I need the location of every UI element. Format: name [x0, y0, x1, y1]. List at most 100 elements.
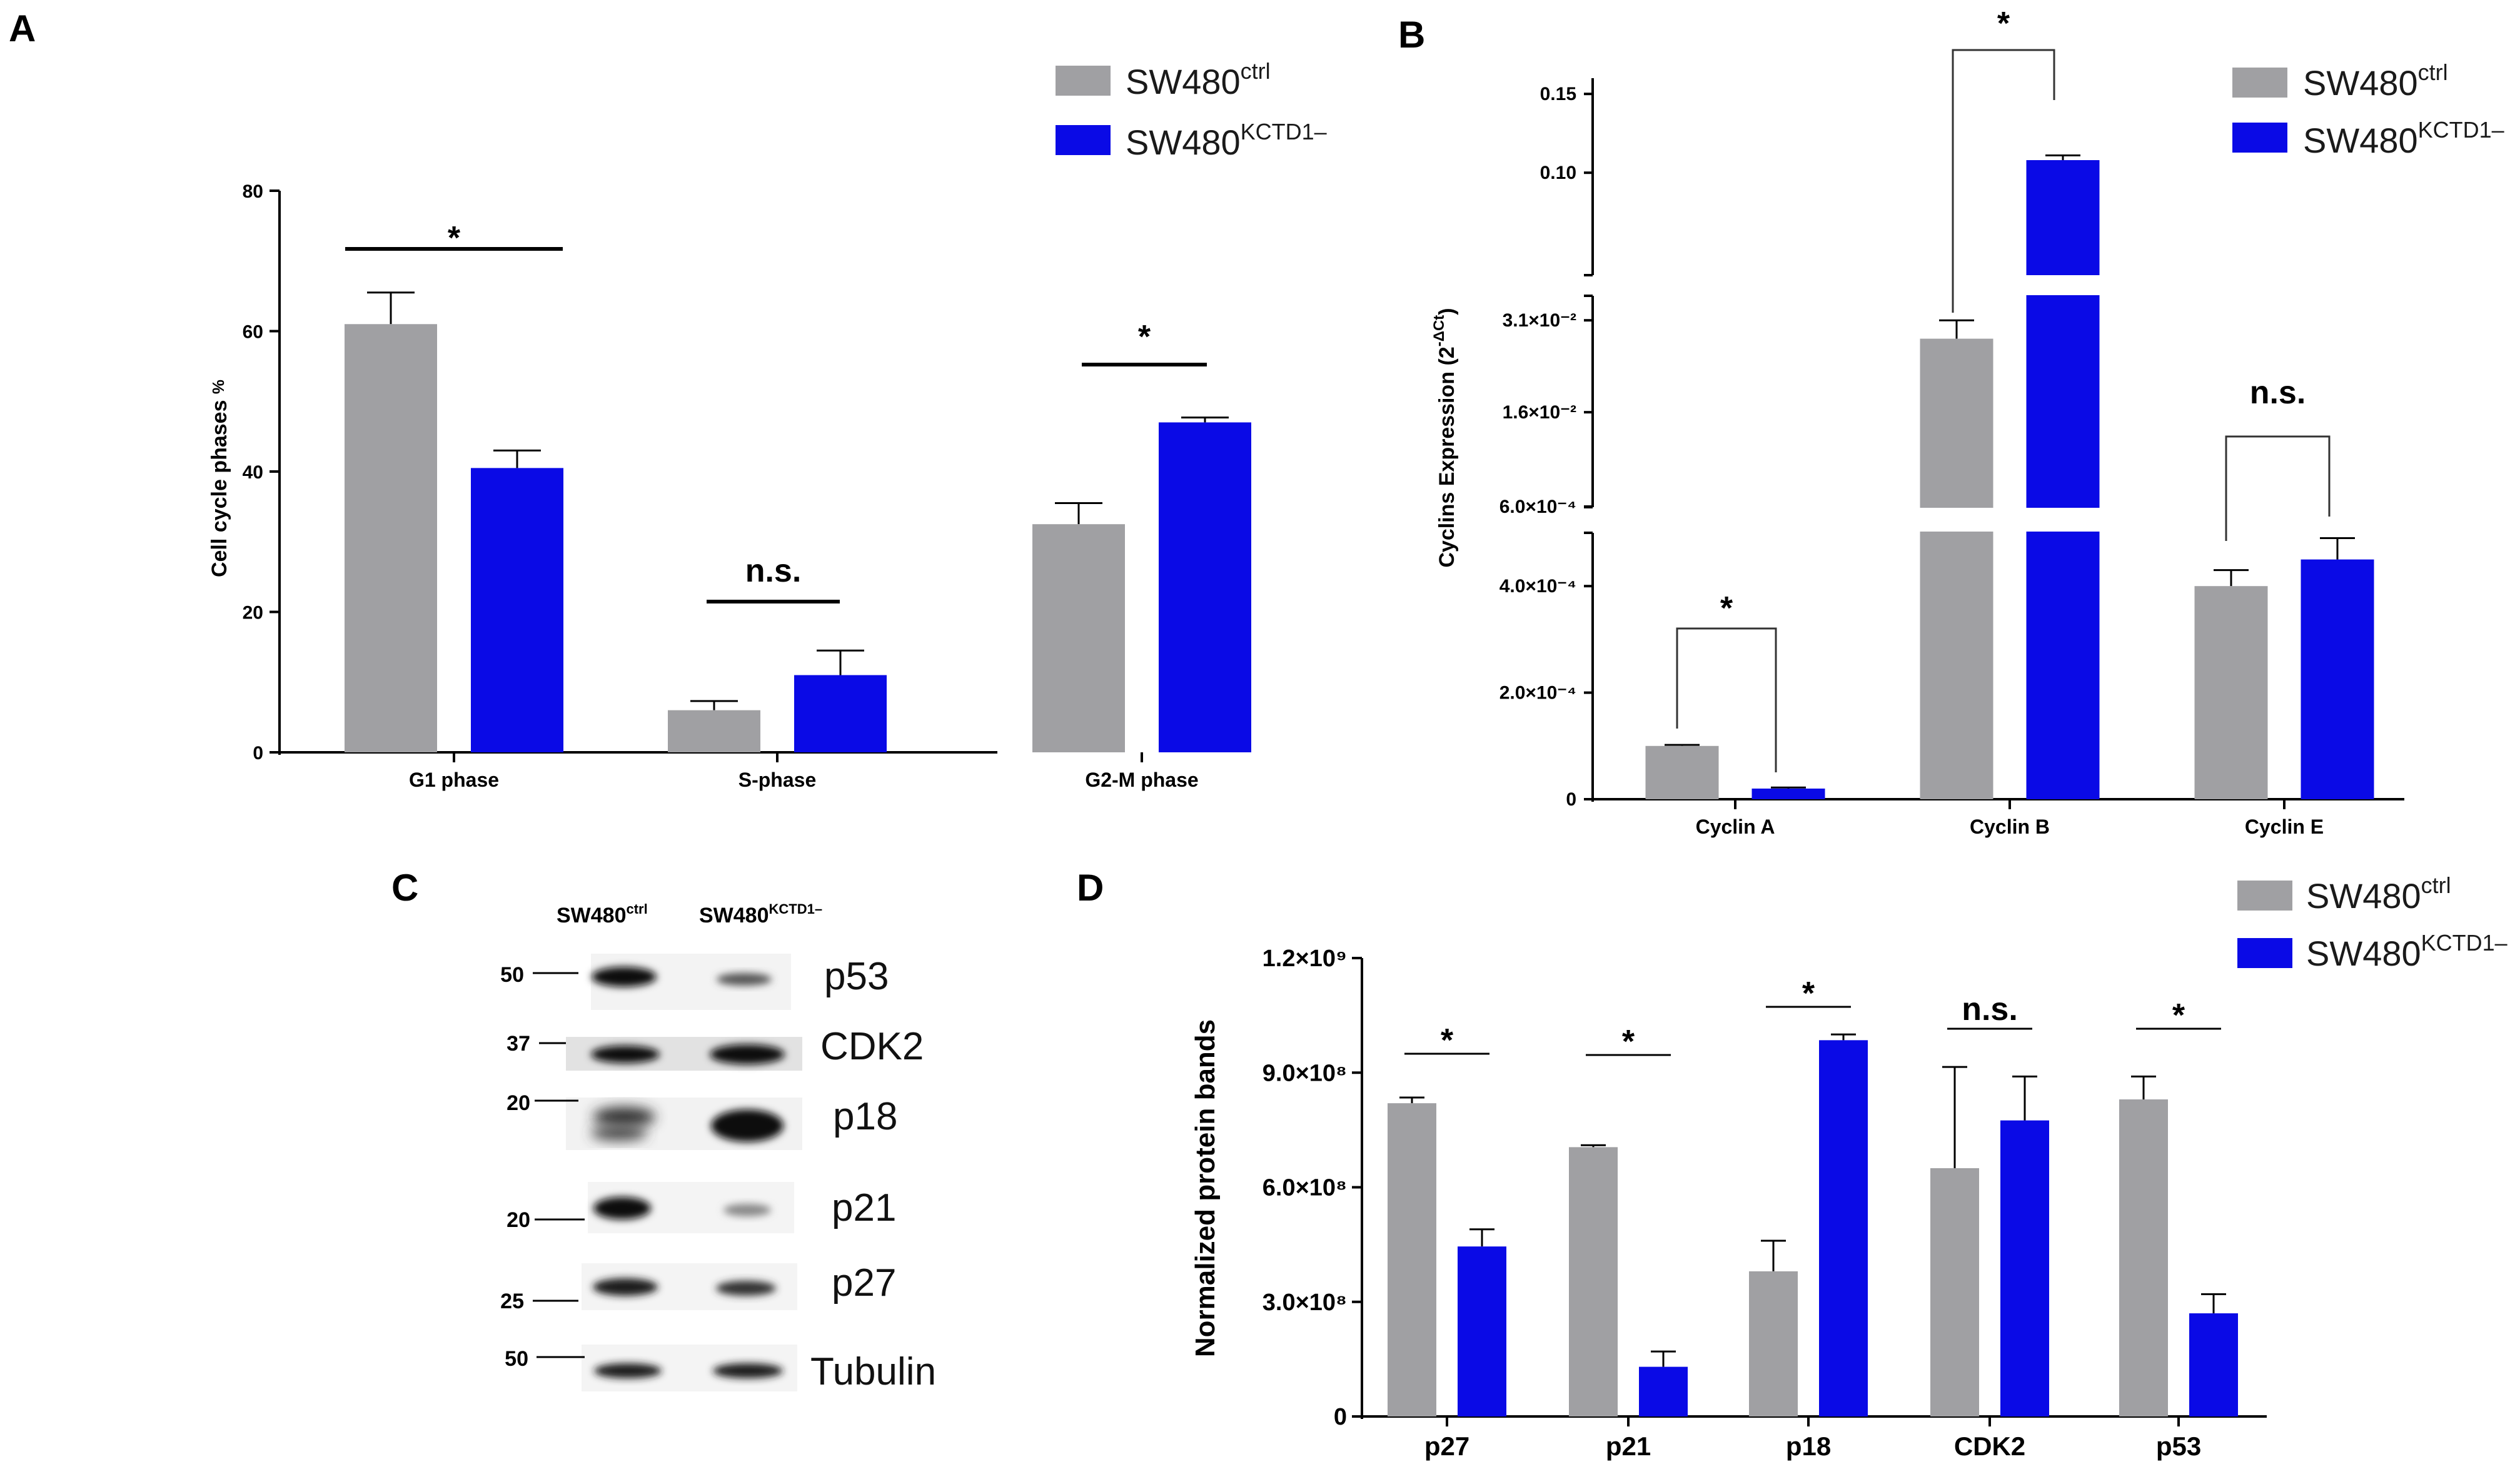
significance-label: *: [1622, 1024, 1635, 1060]
wb-band: [593, 1197, 651, 1219]
bar-kd: [2000, 1120, 2049, 1416]
legend-label-ctrl: SW480ctrl: [2306, 872, 2451, 916]
legend-swatch-ctrl: [1056, 66, 1111, 96]
bar-ctrl: [1388, 1103, 1436, 1416]
legend-d: SW480ctrl SW480KCTD1–: [2237, 872, 2507, 973]
x-tick-label: p18: [1786, 1431, 1831, 1461]
significance-label: *: [1138, 319, 1151, 355]
bar-ctrl: [1749, 1271, 1798, 1416]
wb-protein-label: p27: [832, 1261, 896, 1305]
bar-ctrl: [1032, 524, 1125, 752]
wb-marker: 20: [507, 1091, 530, 1115]
y-tick-label: 2.0×10⁻⁴: [1499, 683, 1576, 704]
wb-band: [591, 1046, 660, 1063]
legend-swatch-kd: [2237, 938, 2292, 968]
panel-letter-a: A: [9, 8, 36, 49]
y-tick-label: 0.15: [1540, 84, 1576, 104]
wb-band: [716, 1281, 776, 1296]
wb-band: [593, 1107, 655, 1127]
panel-letter-b: B: [1398, 14, 1425, 56]
wb-band: [593, 1278, 658, 1296]
wb-protein-label: p53: [824, 955, 889, 998]
bar-ctrl: [1920, 338, 1993, 508]
legend-label-ctrl: SW480ctrl: [2303, 59, 2448, 103]
legend-label-kd: SW480KCTD1–: [2306, 930, 2507, 973]
x-tick-label: S-phase: [738, 769, 816, 791]
legend-swatch-ctrl: [2237, 881, 2292, 911]
significance-label: *: [1720, 590, 1733, 627]
bar-ctrl: [345, 324, 437, 752]
x-tick-label: G2-M phase: [1085, 769, 1198, 791]
bar-ctrl: [1930, 1168, 1979, 1416]
wb-band: [713, 1363, 783, 1378]
x-tick-label: Cyclin B: [1970, 815, 2050, 838]
y-tick-label: 1.2×10⁹: [1263, 946, 1347, 972]
x-tick-label: CDK2: [1954, 1431, 2025, 1461]
bar-ctrl: [1645, 745, 1719, 799]
bar-kd: [2189, 1313, 2238, 1416]
significance-bracket: [1952, 49, 2055, 313]
y-tick-label: 0: [1566, 789, 1576, 810]
significance-label: *: [1997, 6, 2010, 42]
bar-kd: [1159, 422, 1251, 752]
x-tick-label: Cyclin E: [2245, 815, 2324, 838]
legend-label-kd: SW480KCTD1–: [1126, 119, 1327, 162]
wb-band: [594, 1363, 662, 1378]
wb-protein-label: p21: [832, 1186, 896, 1229]
significance-label: n.s.: [1962, 991, 2018, 1027]
wb-band: [717, 973, 772, 986]
bar-ctrl: [1569, 1147, 1618, 1416]
y-tick-label: 4.0×10⁻⁴: [1499, 576, 1576, 597]
legend-swatch-ctrl: [2232, 68, 2287, 98]
significance-bracket: [2225, 435, 2331, 541]
bar-kd: [1751, 788, 1825, 799]
x-tick-label: Cyclin A: [1696, 815, 1775, 838]
wb-band: [710, 1044, 785, 1064]
bar-kd: [794, 675, 887, 752]
wb-band: [592, 967, 657, 987]
western-blot: SW480ctrl SW480KCTD1– 50 37 20 20 25: [500, 901, 936, 1393]
y-tick-label: 0: [1334, 1404, 1347, 1430]
wb-band: [591, 1126, 647, 1141]
wb-protein-label: Tubulin: [810, 1350, 936, 1393]
bar-ctrl: [668, 710, 760, 752]
y-tick-label: 0: [253, 743, 263, 764]
bar-kd: [1639, 1366, 1688, 1416]
wb-protein-label: CDK2: [820, 1025, 924, 1068]
y-tick-label: 1.6×10⁻²: [1503, 402, 1576, 423]
panel-letter-c: C: [391, 867, 418, 909]
y-tick-label: 3.1×10⁻²: [1503, 310, 1576, 331]
wb-header-ctrl: SW480ctrl: [557, 901, 648, 927]
bar-kd: [2026, 532, 2100, 799]
chart-a: 0 20 40 60 80 Cell cycle phases % G1 phase * S-p…: [208, 181, 1251, 791]
legend-swatch-kd: [2232, 123, 2287, 153]
x-tick-label: p27: [1424, 1431, 1469, 1461]
wb-marker: 37: [507, 1032, 530, 1056]
legend-label-ctrl: SW480ctrl: [1126, 58, 1271, 101]
y-tick-label: 6.0×10⁸: [1263, 1175, 1347, 1201]
wb-marker: 50: [500, 963, 524, 987]
y-tick-label: 80: [243, 181, 263, 202]
x-tick-label: p53: [2156, 1431, 2201, 1461]
chart-d: 0 3.0×10⁸ 6.0×10⁸ 9.0×10⁸ 1.2×10⁹ Normalized …: [1190, 946, 2267, 1461]
significance-label: n.s.: [2250, 375, 2306, 411]
legend-label-kd: SW480KCTD1–: [2303, 117, 2504, 160]
legend-swatch-kd: [1056, 125, 1111, 155]
bar-kd: [471, 468, 563, 752]
y-tick-label: 3.0×10⁸: [1263, 1290, 1347, 1316]
significance-bracket: [1676, 627, 1777, 772]
bar-ctrl: [2119, 1099, 2168, 1416]
bar-kd: [1458, 1246, 1506, 1416]
x-tick-label: G1 phase: [409, 769, 499, 791]
bar-ctrl: [1920, 532, 1993, 799]
bar-kd: [2026, 295, 2100, 508]
legend-b: SW480ctrl SW480KCTD1–: [2232, 59, 2504, 160]
significance-label: *: [448, 220, 461, 256]
y-axis-label: Cell cycle phases %: [208, 380, 231, 577]
panel-letter-d: D: [1077, 867, 1104, 909]
significance-label: *: [1802, 976, 1815, 1012]
wb-marker: 25: [500, 1290, 524, 1313]
significance-label: n.s.: [745, 553, 802, 589]
bar-kd: [2026, 160, 2100, 275]
